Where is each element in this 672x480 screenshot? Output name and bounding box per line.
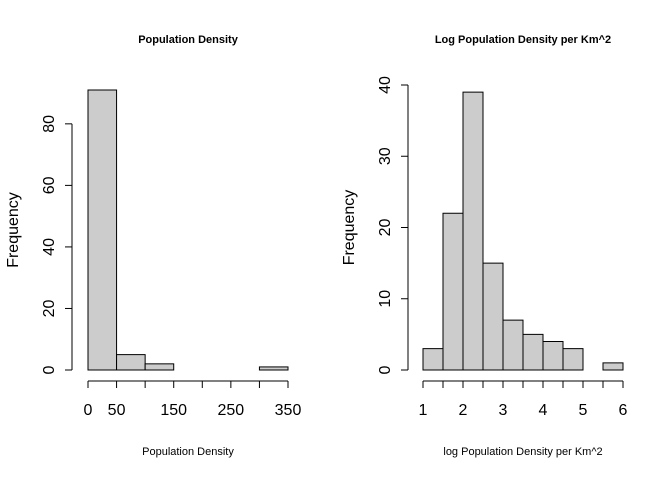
bar: [87, 89, 118, 371]
x-tick-label: 2: [459, 402, 468, 419]
chart-title: Population Density: [138, 34, 239, 46]
x-tick-label: 250: [218, 402, 245, 419]
x-tick-label: 4: [539, 402, 548, 419]
bar: [462, 91, 484, 371]
bar: [482, 262, 504, 371]
bar: [522, 333, 544, 371]
x-tick-label: 6: [619, 402, 628, 419]
bar: [602, 362, 624, 371]
y-tick-label: 20: [41, 299, 58, 317]
x-tick-label: 350: [275, 402, 302, 419]
y-tick-label: 40: [377, 76, 394, 94]
x-axis-label: Population Density: [142, 446, 234, 458]
y-tick-label: 40: [41, 238, 58, 256]
y-tick-label: 0: [41, 365, 58, 374]
bar: [562, 348, 584, 371]
bar: [502, 319, 524, 371]
y-tick-label: 20: [377, 219, 394, 237]
x-tick-label: 1: [419, 402, 428, 419]
bar: [542, 341, 564, 371]
y-axis-label: Frequency: [5, 192, 22, 268]
bar: [258, 366, 289, 371]
bar: [422, 348, 444, 371]
bar: [442, 212, 464, 371]
bar: [116, 354, 146, 371]
y-tick-label: 30: [377, 147, 394, 165]
x-tick-label: 0: [84, 402, 93, 419]
x-axis-label: log Population Density per Km^2: [443, 446, 602, 458]
chart-title: Log Population Density per Km^2: [435, 34, 611, 46]
y-tick-label: 0: [377, 365, 394, 374]
y-tick-label: 60: [41, 176, 58, 194]
x-tick-label: 50: [108, 402, 126, 419]
x-tick-label: 3: [499, 402, 508, 419]
y-tick-label: 80: [41, 115, 58, 133]
y-axis-label: Frequency: [341, 190, 358, 266]
x-tick-label: 150: [160, 402, 187, 419]
x-tick-label: 5: [579, 402, 588, 419]
y-tick-label: 10: [377, 290, 394, 308]
bar: [144, 363, 175, 371]
